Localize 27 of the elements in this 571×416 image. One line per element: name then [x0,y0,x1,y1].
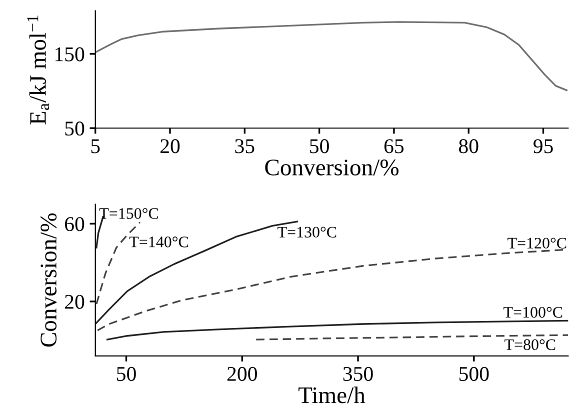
series-label: T=150°C [99,208,158,219]
series-label: T=140°C [129,236,188,248]
series-label: T=100°C [504,306,562,318]
x-tick-label: 95 [534,139,553,154]
x-tick-label: 5 [91,139,100,154]
y-tick-label: 60 [65,217,84,232]
y-tick-label: 50 [65,122,84,136]
x-tick-label: 80 [458,139,478,154]
x-tick-label: 20 [160,139,180,154]
line-series [106,320,568,340]
x-tick-label: 500 [459,366,489,381]
x-axis-title: Conversion/% [265,160,398,176]
x-tick-label: 50 [117,366,136,381]
x-axis-title: Time/h [298,386,366,404]
x-tick-label: 65 [384,139,404,154]
x-tick-label: 35 [235,139,254,154]
series-label: T=130°C [278,226,336,238]
line-series [95,21,568,92]
y-axis-title: E$_{a}$/kJ mol$^{−1}$ [27,16,50,124]
y-tick-label: 20 [65,294,84,309]
y-tick-label: 150 [56,47,84,62]
x-tick-label: 200 [227,366,257,381]
series-label: T=80°C [504,339,556,350]
x-tick-label: 50 [310,139,329,154]
x-tick-label: 350 [343,366,373,381]
y-axis-title: Conversion/% [40,213,57,347]
series-label: T=120°C [508,238,566,249]
